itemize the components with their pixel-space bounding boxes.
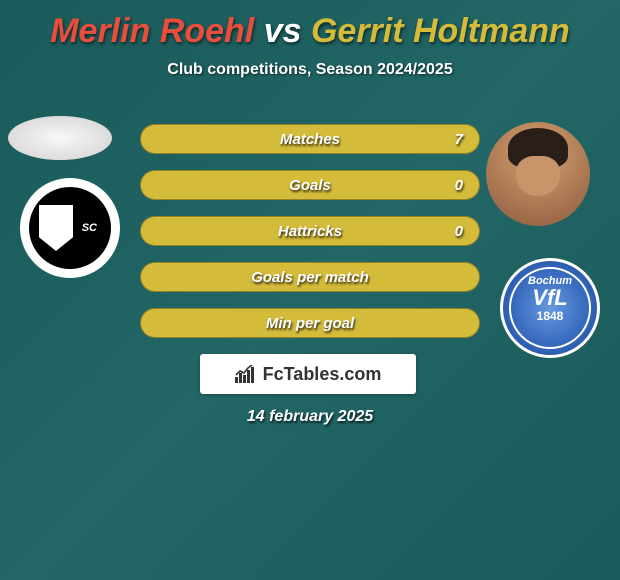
stat-label: Hattricks — [278, 223, 342, 240]
vs-text: vs — [254, 12, 311, 50]
branding-box: FcTables.com — [200, 354, 416, 394]
stat-row-goals: Goals 0 — [140, 170, 480, 200]
player1-avatar — [8, 116, 112, 160]
stats-list: Matches 7 Goals 0 Hattricks 0 Goals per … — [140, 124, 480, 354]
player2-avatar — [486, 122, 590, 226]
stat-label: Goals — [289, 177, 331, 194]
stat-value-right: 7 — [455, 131, 463, 148]
stat-value-right: 0 — [455, 223, 463, 240]
stat-label: Min per goal — [266, 315, 354, 332]
player1-name: Merlin Roehl — [50, 12, 254, 50]
stat-row-mpg: Min per goal — [140, 308, 480, 338]
player1-club-logo — [20, 178, 120, 278]
bochum-text-main: VfL — [532, 287, 567, 309]
stat-label: Goals per match — [251, 269, 369, 286]
branding-text: FcTables.com — [263, 364, 382, 385]
stat-value-right: 0 — [455, 177, 463, 194]
player2-club-logo: Bochum VfL 1848 — [500, 258, 600, 358]
bochum-text-year: 1848 — [537, 309, 564, 323]
subtitle: Club competitions, Season 2024/2025 — [0, 61, 620, 79]
stat-row-gpm: Goals per match — [140, 262, 480, 292]
stat-label: Matches — [280, 131, 340, 148]
freiburg-badge — [29, 187, 111, 269]
player2-name: Gerrit Holtmann — [311, 12, 570, 50]
bar-chart-icon — [235, 365, 257, 383]
date-text: 14 february 2025 — [0, 408, 620, 426]
stat-row-hattricks: Hattricks 0 — [140, 216, 480, 246]
comparison-title: Merlin Roehl vs Gerrit Holtmann — [0, 0, 620, 51]
stat-row-matches: Matches 7 — [140, 124, 480, 154]
